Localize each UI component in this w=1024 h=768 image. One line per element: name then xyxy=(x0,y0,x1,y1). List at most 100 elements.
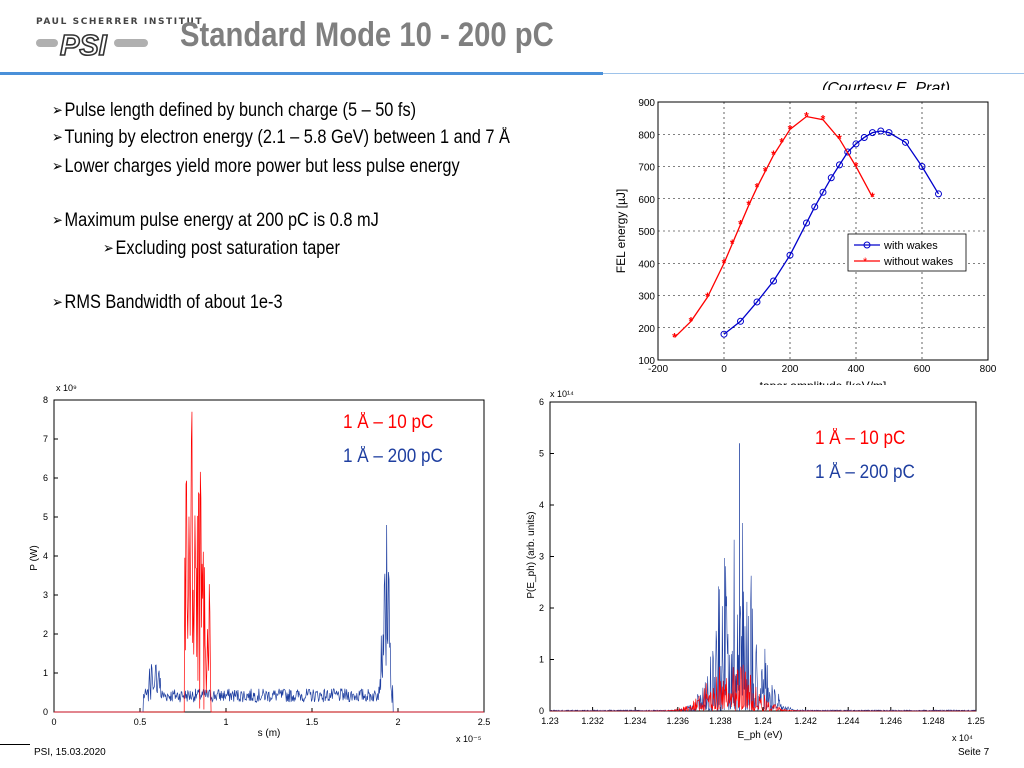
bullet-text: Pulse length defined by bunch charge (5 … xyxy=(64,100,417,121)
legend-label: with wakes xyxy=(883,240,938,252)
data-point: * xyxy=(722,256,727,270)
bullet-text: Tuning by electron energy (2.1 – 5.8 GeV… xyxy=(64,127,510,148)
data-point xyxy=(902,138,909,146)
y-tick-label: 600 xyxy=(638,195,655,206)
page-title: Standard Mode 10 - 200 pC xyxy=(180,16,554,54)
data-point: * xyxy=(804,110,809,124)
x-tick-label: 1.244 xyxy=(837,716,860,726)
y-tick-label: 6 xyxy=(43,473,48,483)
data-point xyxy=(918,163,926,170)
data-point xyxy=(852,140,860,148)
data-point: * xyxy=(854,160,859,174)
data-point xyxy=(827,174,835,182)
footer-date: PSI, 15.03.2020 xyxy=(34,747,106,758)
data-point: * xyxy=(788,122,793,136)
arrow-icon: ➢ xyxy=(52,212,63,229)
y-tick-label: 200 xyxy=(638,324,655,335)
arrow-icon: ➢ xyxy=(52,129,63,146)
y-tick-label: 3 xyxy=(539,552,544,562)
arrow-icon: ➢ xyxy=(52,294,63,311)
y-tick-label: 100 xyxy=(638,356,655,367)
y-tick-label: 500 xyxy=(638,227,655,238)
data-point xyxy=(877,127,885,135)
logo-text: PSI xyxy=(60,30,108,60)
y-tick-label: 8 xyxy=(43,395,48,405)
x-tick-label: 0 xyxy=(721,364,727,375)
footer-rule xyxy=(0,744,30,745)
x-tick-label: 0 xyxy=(51,717,56,727)
series-line-10pc xyxy=(54,411,484,713)
chart-legend: with wakes * without wakes xyxy=(847,233,967,272)
x-tick-label: 1.24 xyxy=(754,716,772,726)
data-point: * xyxy=(689,314,694,328)
x-axis-label: s (m) xyxy=(258,728,281,739)
series-line-with-wakes xyxy=(723,130,940,335)
data-point: * xyxy=(837,132,842,146)
x-tick-label: 0.5 xyxy=(134,717,147,727)
x-tick-label: 200 xyxy=(782,364,799,375)
y-tick-label: 3 xyxy=(43,590,48,600)
data-point xyxy=(737,317,744,325)
legend-marker-circle xyxy=(863,241,871,249)
x-tick-label: 400 xyxy=(848,364,865,375)
annotation-10pc: 1 Å – 10 pC xyxy=(815,428,906,449)
x-tick-label: 1.246 xyxy=(880,716,903,726)
x-tick-label: 1.232 xyxy=(581,716,604,726)
series-line-without-wakes xyxy=(674,115,874,338)
legend-box xyxy=(847,233,967,272)
y-tick-label: 900 xyxy=(638,98,655,109)
data-point: * xyxy=(763,164,768,178)
x-tick-label: 600 xyxy=(914,364,931,375)
x-scale-label: x 10⁻⁵ xyxy=(456,734,482,744)
y-tick-label: 0 xyxy=(43,707,48,717)
data-point xyxy=(770,277,777,285)
bullet-item: ➢Pulse length defined by bunch charge (5… xyxy=(52,100,416,122)
spectrum-chart: 1.23 1.232 1.234 1.236 1.238 1.24 1.242 1.244 1.… xyxy=(512,385,998,745)
data-point: * xyxy=(746,198,751,212)
legend-marker-star: * xyxy=(863,256,868,268)
fel-energy-chart: -200 0 200 400 600 800 100 200 300 400 500 600 700 80… xyxy=(600,90,1010,395)
data-point: * xyxy=(738,218,743,232)
institute-name: PAUL SCHERRER INSTITUT xyxy=(36,17,204,27)
data-point xyxy=(720,330,728,338)
data-point: * xyxy=(672,330,677,344)
x-tick-label: 1 xyxy=(223,717,228,727)
data-point: * xyxy=(779,135,784,149)
data-point xyxy=(860,133,868,141)
x-tick-label: 1.238 xyxy=(709,716,732,726)
bullet-item: ➢Maximum pulse energy at 200 pC is 0.8 m… xyxy=(52,210,379,232)
y-tick-label: 4 xyxy=(43,551,48,561)
header-rule-thin xyxy=(603,73,1024,74)
y-tick-label: 0 xyxy=(539,706,544,716)
y-tick-label: 1 xyxy=(43,668,48,678)
y-axis-label: P (W) xyxy=(29,545,40,570)
x-axis-label: E_ph (eV) xyxy=(737,730,782,741)
header-rule xyxy=(0,72,603,75)
bullet-item: ➢Lower charges yield more power but less… xyxy=(52,156,460,178)
annotation-10pc: 1 Å – 10 pC xyxy=(343,412,434,433)
series-line-10pc xyxy=(550,664,976,712)
y-scale-label: x 10¹⁴ xyxy=(550,389,574,399)
data-point: * xyxy=(821,113,826,127)
bullet-text: Maximum pulse energy at 200 pC is 0.8 mJ xyxy=(64,210,379,231)
x-tick-label: 1.23 xyxy=(541,716,559,726)
bullet-text: RMS Bandwidth of about 1e-3 xyxy=(64,292,283,313)
y-tick-label: 400 xyxy=(638,259,655,270)
bullet-item: ➢Tuning by electron energy (2.1 – 5.8 Ge… xyxy=(52,127,510,149)
y-axis-label: P(E_ph) (arb. units) xyxy=(526,511,537,598)
data-point xyxy=(819,188,827,196)
x-scale-label: x 10⁴ xyxy=(952,733,973,743)
plot-frame xyxy=(657,101,989,361)
x-tick-label: 800 xyxy=(980,364,997,375)
data-point xyxy=(935,190,942,198)
x-tick-label: 1.236 xyxy=(667,716,690,726)
power-vs-s-chart: 0 0.5 1 1.5 2 2.5 0 1 2 3 4 5 6 7 8 x 10⁹ x 10⁻⁵ s (m)… xyxy=(26,378,506,745)
x-tick-label: 1.25 xyxy=(967,716,985,726)
x-tick-label: 1.5 xyxy=(306,717,319,727)
y-tick-label: 6 xyxy=(539,397,544,407)
data-point xyxy=(844,148,852,156)
data-point: * xyxy=(755,180,760,194)
series-line-200pc xyxy=(549,522,977,712)
page-number: Seite 7 xyxy=(958,747,990,758)
legend-label: without wakes xyxy=(883,256,954,268)
